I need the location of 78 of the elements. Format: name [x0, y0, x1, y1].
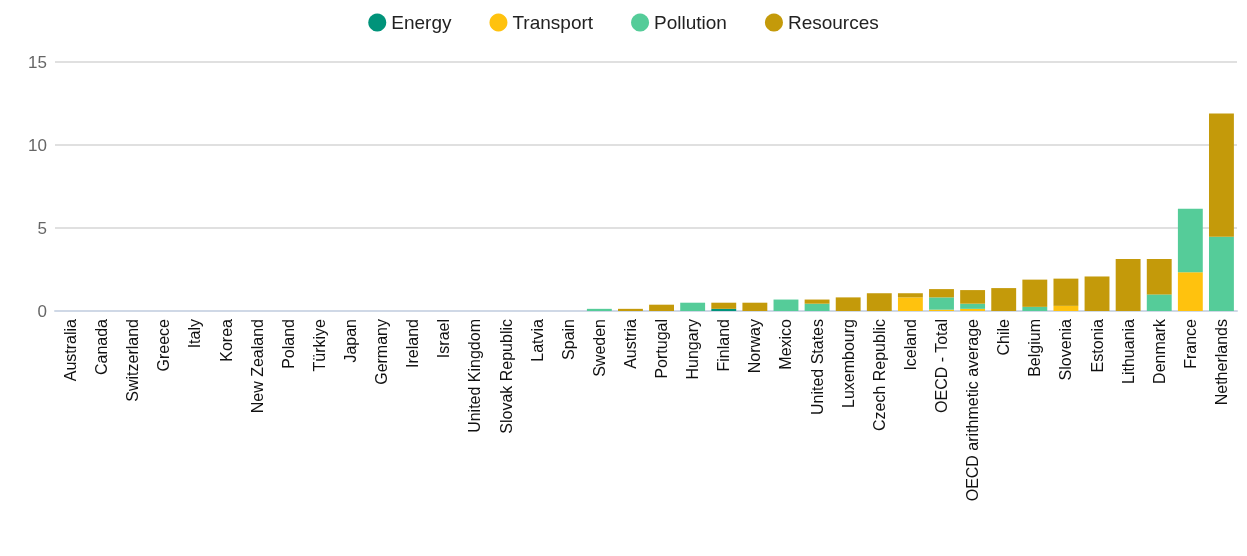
bar: [742, 302, 768, 311]
x-tick-label: France: [1181, 318, 1199, 369]
bar: [711, 308, 737, 311]
x-tick-label: Latvia: [528, 318, 546, 362]
y-tick-label: 15: [28, 52, 47, 72]
y-tick-label: 0: [37, 301, 47, 321]
bar: [1022, 306, 1048, 311]
x-tick-label: Luxembourg: [839, 319, 857, 408]
bar: [649, 304, 674, 311]
x-tick-label: Italy: [186, 319, 204, 349]
bar: [680, 302, 706, 311]
bar: [586, 308, 612, 311]
bar: [866, 293, 892, 311]
x-tick-label: Estonia: [1088, 318, 1106, 373]
x-tick-label: Türkiye: [310, 318, 328, 372]
x-tick-label: Iceland: [901, 319, 919, 371]
bar: [1146, 294, 1172, 311]
bar: [1084, 276, 1110, 311]
bar: [618, 308, 643, 311]
bar: [991, 288, 1017, 311]
x-tick-label: Mexico: [777, 318, 795, 370]
bar: [1209, 113, 1234, 237]
x-tick-label: Denmark: [1150, 318, 1168, 384]
x-tick-label: Greece: [155, 318, 173, 372]
bar: [1022, 279, 1048, 307]
bar: [1115, 258, 1141, 311]
x-tick-label: Israel: [435, 319, 453, 359]
bar: [897, 297, 923, 311]
bar: [929, 289, 954, 298]
x-tick-label: Canada: [93, 318, 111, 376]
x-tick-label: Chile: [995, 318, 1013, 356]
x-tick-label: United States: [808, 319, 826, 416]
bar: [1209, 236, 1234, 311]
bar: [960, 308, 986, 311]
x-tick-label: Netherlands: [1212, 319, 1230, 406]
legend-label: Transport: [512, 12, 594, 33]
x-tick-label: Slovak Republic: [497, 319, 515, 434]
y-tick-label: 5: [37, 218, 47, 238]
x-tick-label: Belgium: [1026, 319, 1044, 377]
x-tick-label: Switzerland: [124, 319, 142, 402]
bar: [1177, 208, 1203, 273]
x-tick-label: Austria: [621, 318, 639, 369]
bar: [1053, 305, 1079, 311]
x-tick-label: Ireland: [404, 319, 422, 368]
x-tick-label: Slovenia: [1057, 318, 1075, 381]
bar: [1177, 272, 1203, 311]
x-tick-label: Portugal: [653, 319, 671, 379]
x-tick-label: Korea: [217, 318, 235, 362]
bar: [773, 299, 799, 311]
x-tick-label: OECD - Total: [933, 319, 950, 413]
x-tick-label: Japan: [342, 319, 359, 363]
x-tick-label: New Zealand: [248, 319, 266, 414]
bar: [960, 290, 986, 304]
legend-label: Energy: [391, 12, 452, 33]
x-tick-label: Sweden: [590, 319, 608, 377]
x-tick-label: Finland: [715, 319, 733, 372]
x-tick-label: Spain: [559, 319, 577, 360]
x-tick-label: Poland: [279, 319, 297, 369]
x-tick-label: OECD arithmetic average: [964, 318, 982, 502]
x-tick-label: Hungary: [684, 319, 702, 380]
bar: [711, 302, 737, 309]
bar: [897, 293, 923, 298]
legend-label: Pollution: [654, 12, 727, 33]
bar: [804, 299, 830, 304]
bar: [1053, 278, 1079, 306]
x-tick-label: Lithuania: [1119, 318, 1137, 384]
x-tick-label: Australia: [62, 318, 80, 382]
bar: [929, 297, 954, 310]
bar: [804, 303, 830, 311]
bar: [835, 297, 861, 311]
legend-label: Resources: [787, 12, 879, 33]
x-tick-label: Czech Republic: [870, 319, 888, 432]
y-tick-label: 10: [28, 135, 47, 155]
x-tick-label: Germany: [373, 319, 391, 385]
x-tick-label: Norway: [746, 319, 764, 374]
x-tick-label: United Kingdom: [466, 319, 484, 433]
bar: [1146, 258, 1172, 295]
bar: [960, 303, 986, 309]
